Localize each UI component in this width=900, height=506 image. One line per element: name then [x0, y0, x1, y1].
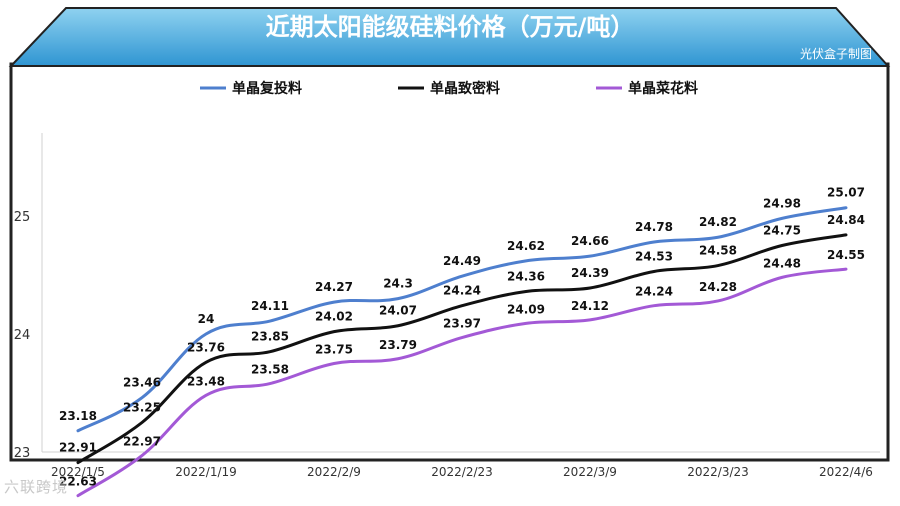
- y-tick-label: 23: [14, 446, 31, 461]
- title-banner: [8, 7, 891, 67]
- x-tick-label: 2022/3/9: [563, 465, 617, 479]
- data-label: 24.09: [507, 302, 545, 316]
- data-label: 23.18: [59, 409, 97, 423]
- data-label: 24.98: [763, 196, 801, 210]
- data-label: 22.63: [59, 475, 97, 489]
- data-label: 24.27: [315, 280, 353, 294]
- x-tick-label: 2022/3/23: [687, 465, 749, 479]
- data-label: 23.48: [187, 374, 225, 388]
- data-label: 24.49: [443, 254, 481, 268]
- data-label: 24.3: [383, 277, 413, 291]
- data-label: 24.84: [827, 213, 865, 227]
- data-label: 24.53: [635, 249, 673, 263]
- data-label: 24.36: [507, 270, 545, 284]
- data-label: 24.62: [507, 239, 545, 253]
- data-label: 24.55: [827, 248, 865, 262]
- data-label: 23.58: [251, 363, 289, 377]
- data-label: 22.97: [123, 435, 161, 449]
- data-label: 24.02: [315, 310, 353, 324]
- chart-title: 近期太阳能级硅料价格（万元/吨）: [266, 13, 635, 41]
- data-label: 23.25: [123, 401, 161, 415]
- data-label: 24.28: [699, 280, 737, 294]
- data-label: 24: [198, 312, 215, 326]
- legend-label: 单晶致密料: [430, 80, 500, 97]
- data-label: 23.97: [443, 317, 481, 331]
- data-label: 23.85: [251, 330, 289, 344]
- data-label: 24.11: [251, 299, 289, 313]
- data-label: 24.78: [635, 220, 673, 234]
- data-label: 22.91: [59, 441, 97, 455]
- data-label: 24.82: [699, 215, 737, 229]
- x-tick-label: 2022/2/9: [307, 465, 361, 479]
- x-tick-label: 2022/4/6: [819, 465, 873, 479]
- y-tick-label: 24: [14, 328, 31, 343]
- data-label: 24.12: [571, 299, 609, 313]
- series-line: [76, 206, 848, 433]
- data-label: 23.79: [379, 338, 417, 352]
- series-layer: [76, 206, 848, 498]
- series-line: [76, 267, 848, 498]
- source-note: 光伏盒子制图: [800, 46, 872, 61]
- data-label: 24.58: [699, 244, 737, 258]
- y-tick-label: 25: [14, 210, 31, 225]
- x-tick-label: 2022/1/5: [51, 465, 105, 479]
- data-label: 24.24: [443, 284, 481, 298]
- data-labels-layer: 23.18 23.46 24 24.11 24.27 24.3 24.49 24.62 24.6…: [59, 186, 865, 489]
- legend-label: 单晶复投料: [232, 80, 302, 97]
- x-tick-label: 2022/2/23: [431, 465, 493, 479]
- series-line: [76, 233, 848, 465]
- x-tick-label: 2022/1/19: [175, 465, 237, 479]
- legend: 单晶复投料 单晶致密料 单晶菜花料: [200, 80, 698, 97]
- ticks-layer: 23 24 25 2022/1/5 2022/1/19 2022/2/9 2022/2/23…: [14, 210, 873, 479]
- data-label: 24.75: [763, 224, 801, 238]
- data-label: 24.66: [571, 234, 609, 248]
- data-label: 24.07: [379, 304, 417, 318]
- data-label: 25.07: [827, 186, 865, 200]
- legend-label: 单晶菜花料: [628, 80, 698, 97]
- data-label: 23.46: [123, 376, 161, 390]
- data-label: 23.75: [315, 343, 353, 357]
- data-label: 24.39: [571, 266, 609, 280]
- data-label: 23.76: [187, 340, 225, 354]
- chart-frame: [9, 62, 890, 462]
- watermark: 六联跨境: [4, 478, 69, 496]
- data-label: 24.24: [635, 285, 673, 299]
- data-label: 24.48: [763, 256, 801, 270]
